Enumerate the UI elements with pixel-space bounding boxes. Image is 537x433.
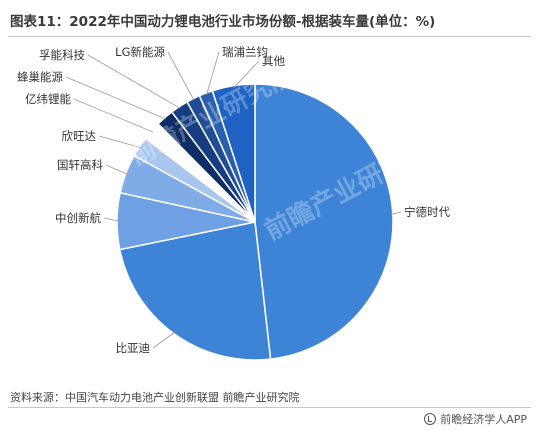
slice-label: 中创新航 (55, 211, 101, 225)
slice-label: 国轩高科 (57, 158, 103, 172)
leader-line (103, 217, 120, 222)
footer-divider (8, 407, 531, 408)
slice-label: LG新能源 (115, 45, 165, 59)
slice-label: 蜂巢能源 (17, 70, 63, 84)
title-divider (8, 36, 531, 37)
slice-label: 欣旺达 (62, 129, 97, 143)
pie-slice (211, 83, 256, 223)
leader-line (105, 164, 128, 175)
slice-label: 孚能科技 (39, 48, 85, 62)
brand-logo-icon (424, 413, 437, 425)
leader-line (73, 98, 154, 133)
leader-line (152, 331, 176, 349)
leader-line (87, 54, 181, 109)
leader-line (206, 51, 220, 96)
slice-label: 比亚迪 (116, 341, 151, 355)
brand-name: 前瞻经济学人APP (440, 413, 527, 426)
leader-line (233, 60, 260, 88)
pie-slice (118, 221, 272, 361)
leader-line (167, 51, 195, 101)
source-note: 资料来源：中国汽车动力电池产业创新联盟 前瞻产业研究院 (10, 391, 300, 404)
leader-line (65, 76, 167, 120)
slice-label: 亿纬锂能 (25, 92, 71, 106)
slice-label: 宁德时代 (404, 205, 450, 219)
pie-slice (254, 83, 394, 360)
brand-credit: 前瞻经济学人APP (424, 411, 527, 427)
slice-label: 其他 (262, 54, 285, 68)
slice-label: 瑞浦兰钧 (222, 45, 268, 59)
leader-line (98, 135, 142, 149)
chart-title: 图表11：2022年中国动力锂电池行业市场份额-根据装车量(单位：%) (10, 14, 436, 30)
leader-line (390, 211, 402, 215)
